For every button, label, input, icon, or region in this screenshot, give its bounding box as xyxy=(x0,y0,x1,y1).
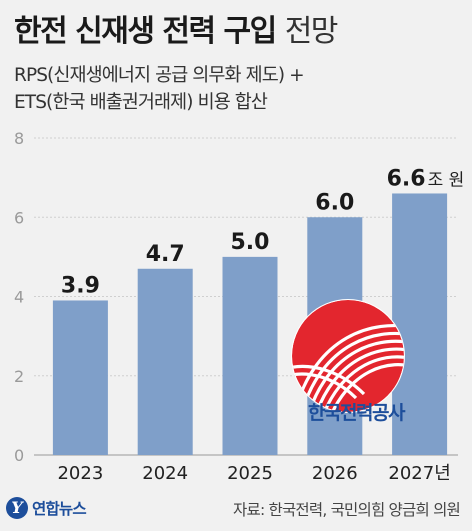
bar xyxy=(222,256,278,455)
kepco-logo-icon xyxy=(291,299,405,413)
source-text: 자료: 한국전력, 국민의힘 양금희 의원 xyxy=(233,501,461,519)
data-label: 6.6 xyxy=(387,166,426,191)
data-label: 6.0 xyxy=(315,190,354,215)
x-tick-label: 2024 xyxy=(142,463,188,484)
data-label: 3.9 xyxy=(61,273,100,298)
agency-mark-icon: Y xyxy=(6,497,28,519)
x-tick-label: 2023 xyxy=(57,463,103,484)
x-tick-label: 2025 xyxy=(227,463,273,484)
agency-logo: Y 연합뉴스 xyxy=(6,497,87,519)
bar xyxy=(137,268,193,455)
y-tick-label: 2 xyxy=(14,367,24,386)
title-bold: 한전 신재생 전력 구입 xyxy=(14,14,277,49)
bar xyxy=(392,193,448,455)
subtitle-line-2: ETS(한국 배출권거래제) 비용 합산 xyxy=(14,92,268,113)
data-label: 4.7 xyxy=(146,242,185,267)
y-tick-label: 4 xyxy=(14,288,24,307)
page-title: 한전 신재생 전력 구입 전망 xyxy=(14,6,339,50)
subtitle: RPS(신재생에너지 공급 의무화 제도) + ETS(한국 배출권거래제) 비… xyxy=(14,62,305,116)
data-label: 5.0 xyxy=(231,230,270,255)
x-tick-label: 2026 xyxy=(312,463,358,484)
bar xyxy=(52,300,108,455)
data-unit-label: 조 원 xyxy=(428,170,465,190)
kepco-name: 한국전력공사 xyxy=(308,402,405,424)
x-tick-label: 2027년 xyxy=(388,463,450,484)
y-tick-label: 8 xyxy=(14,129,24,148)
subtitle-line-1: RPS(신재생에너지 공급 의무화 제도) + xyxy=(14,65,305,86)
y-tick-label: 6 xyxy=(14,208,24,227)
y-tick-label: 0 xyxy=(14,446,24,465)
title-light: 전망 xyxy=(284,14,339,49)
agency-name: 연합뉴스 xyxy=(32,500,87,518)
